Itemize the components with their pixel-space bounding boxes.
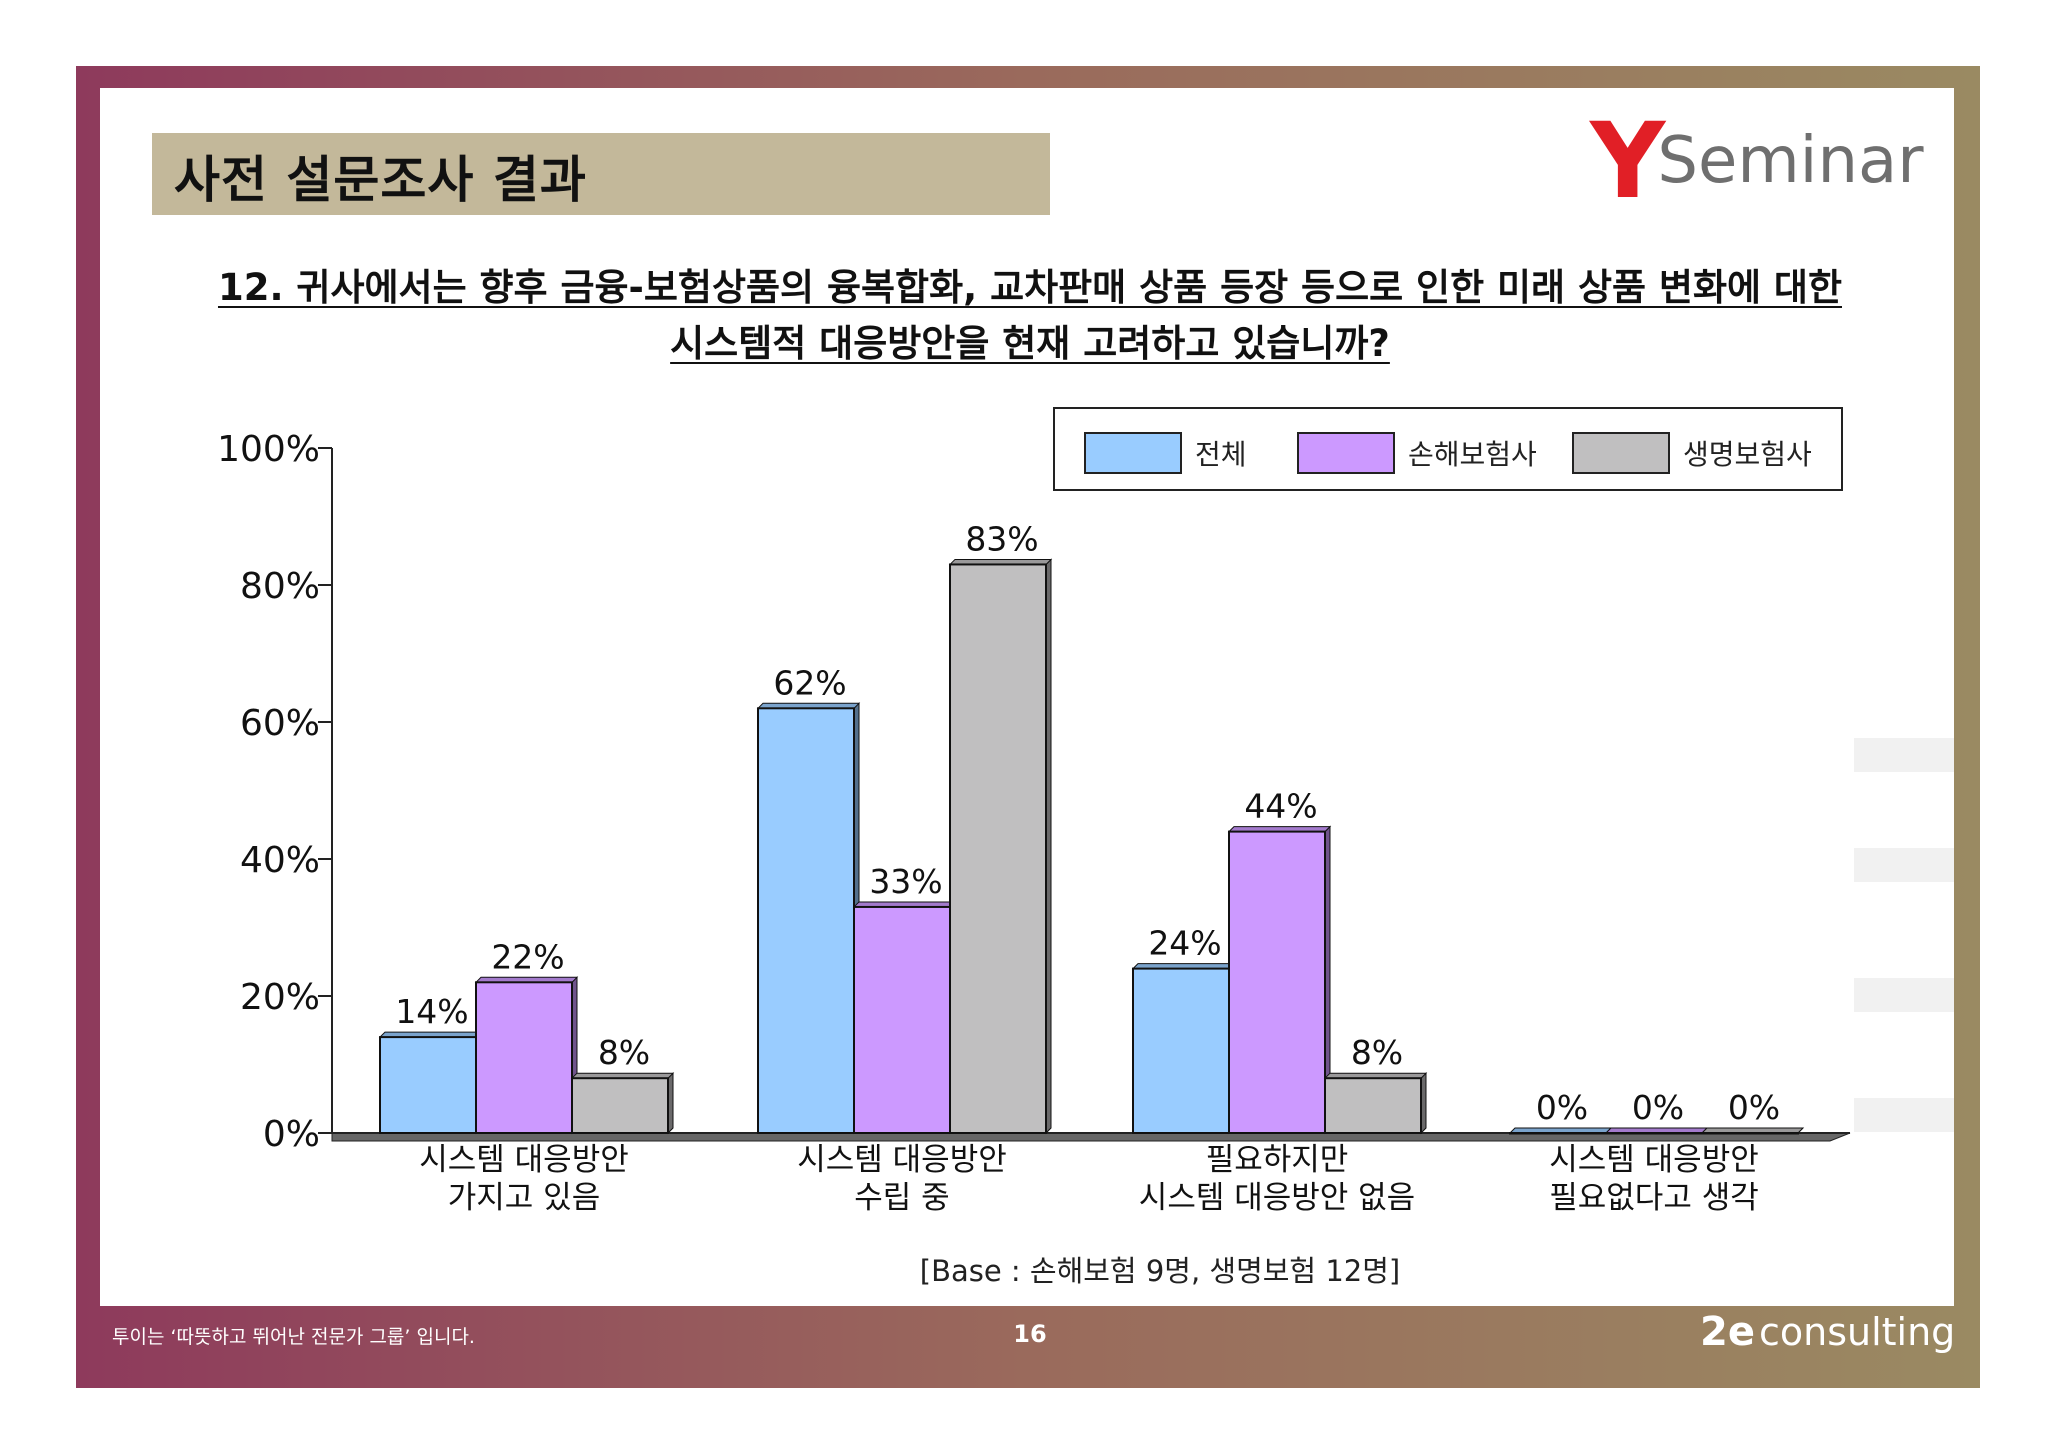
- legend-label: 손해보험사: [1408, 438, 1537, 471]
- bar: [1228, 830, 1326, 1134]
- y-tick-label: 20%: [240, 977, 320, 1018]
- category-label: 시스템 대응방안: [1549, 1142, 1759, 1178]
- logo-letter: Y: [1590, 100, 1666, 222]
- logo-word: Seminar: [1657, 124, 1924, 198]
- category-label: 시스템 대응방안: [797, 1142, 1007, 1178]
- data-label: 14%: [395, 992, 468, 1031]
- bar: [757, 707, 855, 1134]
- data-label: 22%: [491, 937, 564, 976]
- y-tick-label: 60%: [240, 703, 320, 744]
- legend-swatch: [1084, 432, 1182, 474]
- y-tick-label: 0%: [263, 1114, 320, 1155]
- page-number: 16: [1013, 1320, 1047, 1348]
- legend-label: 생명보험사: [1683, 438, 1812, 471]
- data-label: 0%: [1728, 1088, 1780, 1127]
- y-tick-label: 80%: [240, 566, 320, 607]
- data-label: 0%: [1536, 1088, 1588, 1127]
- data-label: 8%: [1351, 1033, 1403, 1072]
- footer-tagline: 투이는 ‘따뜻하고 뛰어난 전문가 그룹’ 입니다.: [112, 1326, 475, 1348]
- bar: [1509, 1132, 1607, 1135]
- category-label: 수립 중: [854, 1180, 949, 1216]
- legend-label: 전체: [1195, 438, 1247, 471]
- question-line-2: 시스템적 대응방안을 현재 고려하고 있습니까?: [670, 322, 1390, 365]
- category-label: 가지고 있음: [448, 1180, 600, 1216]
- legend-swatch: [1297, 432, 1395, 474]
- data-label: 33%: [869, 862, 942, 901]
- bar: [1132, 967, 1230, 1134]
- base-note: [Base : 손해보험 9명, 생명보험 12명]: [919, 1254, 1401, 1288]
- data-label: 44%: [1244, 787, 1317, 826]
- bar: [379, 1036, 477, 1134]
- category-label: 필요하지만: [1206, 1142, 1349, 1178]
- bar: [475, 981, 573, 1134]
- y-seminar-logo: YSeminar: [1590, 100, 1924, 222]
- y-tick-label: 100%: [217, 429, 320, 470]
- brand-mark: 2e: [1700, 1309, 1755, 1355]
- consulting-logo: 2e consulting: [1700, 1309, 1955, 1355]
- page-title: 사전 설문조사 결과: [174, 151, 587, 209]
- bar: [949, 563, 1047, 1134]
- bar: [853, 905, 951, 1135]
- brand-word: consulting: [1758, 1310, 1956, 1354]
- bar: [1701, 1132, 1799, 1135]
- bar: [571, 1077, 669, 1134]
- category-label: 필요없다고 생각: [1549, 1180, 1759, 1216]
- bar: [1324, 1077, 1422, 1134]
- data-label: 0%: [1632, 1088, 1684, 1127]
- y-tick-label: 40%: [240, 840, 320, 881]
- data-label: 62%: [773, 663, 846, 702]
- decor-stripe: [1854, 1098, 1954, 1132]
- data-label: 8%: [598, 1033, 650, 1072]
- category-label: 시스템 대응방안: [419, 1142, 629, 1178]
- data-label: 24%: [1148, 924, 1221, 963]
- decor-stripe: [1854, 978, 1954, 1012]
- title-band: [152, 133, 1050, 215]
- bar: [1605, 1132, 1703, 1135]
- legend-box: [1053, 407, 1843, 491]
- category-label: 시스템 대응방안 없음: [1139, 1180, 1415, 1216]
- decor-stripe: [1854, 848, 1954, 882]
- data-label: 83%: [965, 519, 1038, 558]
- decor-stripe: [1854, 738, 1954, 772]
- survey-question: 12. 귀사에서는 향후 금융-보험상품의 융복합화, 교차판매 상품 등장 등…: [180, 260, 1880, 372]
- question-line-1: 12. 귀사에서는 향후 금융-보험상품의 융복합화, 교차판매 상품 등장 등…: [217, 266, 1842, 309]
- legend-swatch: [1572, 432, 1670, 474]
